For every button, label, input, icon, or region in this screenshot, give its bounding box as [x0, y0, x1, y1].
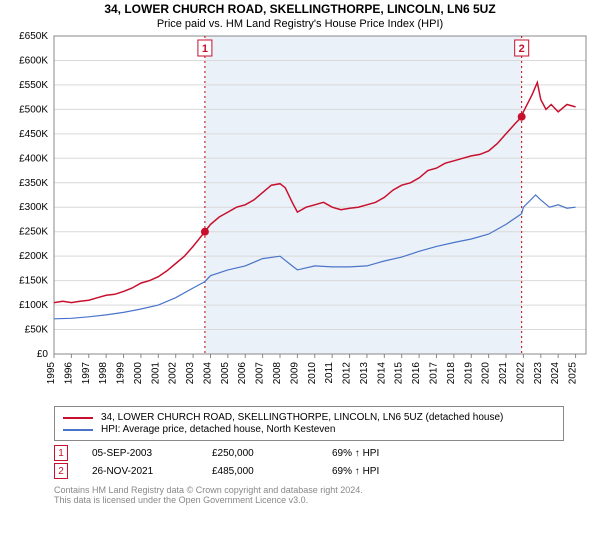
svg-text:2019: 2019	[463, 362, 474, 385]
svg-text:2007: 2007	[255, 362, 266, 385]
svg-text:2008: 2008	[272, 362, 283, 385]
svg-text:2005: 2005	[220, 362, 231, 385]
svg-text:2011: 2011	[324, 362, 335, 384]
marker-delta-2: 69% ↑ HPI	[332, 466, 452, 477]
svg-text:2010: 2010	[307, 362, 318, 385]
svg-text:2012: 2012	[342, 362, 353, 385]
svg-text:2013: 2013	[359, 362, 370, 385]
marker-row-1: 1 05-SEP-2003 £250,000 69% ↑ HPI	[54, 445, 564, 461]
footer-line-2: This data is licensed under the Open Gov…	[54, 495, 564, 505]
title-line-1: 34, LOWER CHURCH ROAD, SKELLINGTHORPE, L…	[0, 2, 600, 16]
svg-text:£550K: £550K	[19, 80, 48, 91]
svg-text:2006: 2006	[237, 362, 248, 385]
chart-svg: £0 £50K £100K £150K £200K £250K £300K £350K £400…	[0, 30, 600, 400]
svg-text:2022: 2022	[515, 362, 526, 385]
svg-text:2018: 2018	[446, 362, 457, 385]
svg-text:2017: 2017	[428, 362, 439, 385]
svg-text:£450K: £450K	[19, 129, 48, 140]
svg-text:2015: 2015	[394, 362, 405, 385]
legend-label-property: 34, LOWER CHURCH ROAD, SKELLINGTHORPE, L…	[101, 412, 503, 423]
legend-label-hpi: HPI: Average price, detached house, Nort…	[101, 424, 335, 435]
svg-text:£350K: £350K	[19, 178, 48, 189]
marker-table: 1 05-SEP-2003 £250,000 69% ↑ HPI 2 26-NO…	[54, 445, 564, 479]
svg-text:1: 1	[202, 43, 208, 55]
svg-text:2002: 2002	[168, 362, 179, 385]
svg-text:2: 2	[519, 43, 525, 55]
svg-text:2009: 2009	[289, 362, 300, 385]
svg-text:1995: 1995	[46, 362, 57, 385]
svg-text:£200K: £200K	[19, 251, 48, 262]
marker-badge-1: 1	[54, 445, 68, 461]
svg-text:2000: 2000	[133, 362, 144, 385]
svg-text:£150K: £150K	[19, 276, 48, 287]
marker-price-2: £485,000	[212, 466, 332, 477]
footer: Contains HM Land Registry data © Crown c…	[54, 485, 564, 505]
svg-text:£400K: £400K	[19, 153, 48, 164]
footer-line-1: Contains HM Land Registry data © Crown c…	[54, 485, 564, 495]
legend-swatch-hpi	[63, 429, 93, 431]
svg-text:1996: 1996	[63, 362, 74, 385]
marker-badge-2: 2	[54, 463, 68, 479]
legend: 34, LOWER CHURCH ROAD, SKELLINGTHORPE, L…	[54, 406, 564, 441]
marker-date-1: 05-SEP-2003	[92, 448, 212, 459]
svg-text:£100K: £100K	[19, 300, 48, 311]
legend-row-hpi: HPI: Average price, detached house, Nort…	[63, 424, 555, 435]
svg-text:1997: 1997	[81, 362, 92, 385]
title-line-2: Price paid vs. HM Land Registry's House …	[0, 18, 600, 30]
svg-text:2016: 2016	[411, 362, 422, 385]
svg-text:1998: 1998	[98, 362, 109, 385]
legend-row-property: 34, LOWER CHURCH ROAD, SKELLINGTHORPE, L…	[63, 412, 555, 423]
svg-text:2001: 2001	[150, 362, 161, 385]
legend-swatch-property	[63, 417, 93, 419]
chart-title-block: 34, LOWER CHURCH ROAD, SKELLINGTHORPE, L…	[0, 0, 600, 30]
svg-text:£650K: £650K	[19, 31, 48, 42]
svg-text:£50K: £50K	[25, 325, 49, 336]
svg-text:2004: 2004	[202, 362, 213, 385]
svg-text:£250K: £250K	[19, 227, 48, 238]
svg-text:2024: 2024	[550, 362, 561, 385]
svg-text:2020: 2020	[481, 362, 492, 385]
marker-row-2: 2 26-NOV-2021 £485,000 69% ↑ HPI	[54, 463, 564, 479]
svg-text:1999: 1999	[116, 362, 127, 385]
marker-delta-1: 69% ↑ HPI	[332, 448, 452, 459]
svg-text:£0: £0	[37, 349, 49, 360]
svg-text:2025: 2025	[568, 362, 579, 385]
svg-text:2014: 2014	[376, 362, 387, 385]
chart-area: £0 £50K £100K £150K £200K £250K £300K £350K £400…	[0, 30, 600, 400]
svg-text:£500K: £500K	[19, 104, 48, 115]
marker-date-2: 26-NOV-2021	[92, 466, 212, 477]
svg-text:2003: 2003	[185, 362, 196, 385]
svg-text:2023: 2023	[533, 362, 544, 385]
svg-text:£600K: £600K	[19, 55, 48, 66]
marker-price-1: £250,000	[212, 448, 332, 459]
svg-text:2021: 2021	[498, 362, 509, 385]
svg-text:£300K: £300K	[19, 202, 48, 213]
